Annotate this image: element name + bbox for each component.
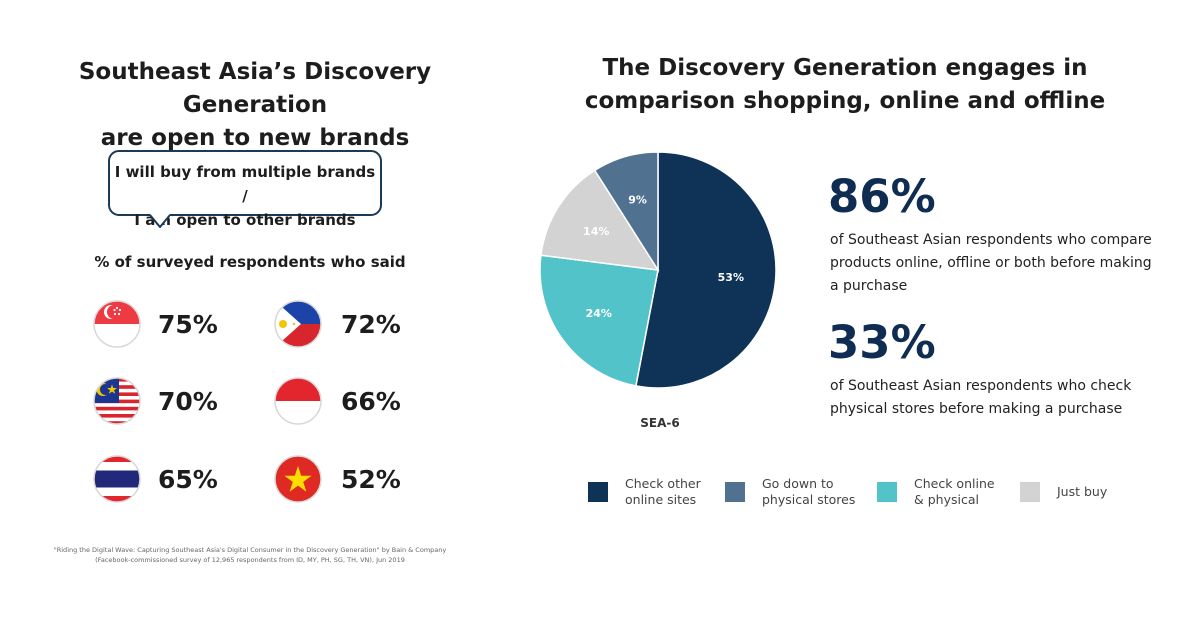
malaysia-flag-icon: [93, 377, 141, 425]
pie-chart: 53% 24% 14% 9%: [539, 151, 777, 389]
philippines-percentage: 72%: [341, 310, 401, 339]
legend-label-line1: Check other: [625, 476, 701, 491]
source-footnote: "Riding the Digital Wave: Capturing Sout…: [40, 545, 460, 565]
bubble-line1: I will buy from multiple brands /: [114, 163, 376, 205]
pie-slice-go-down-to-physical-stores: [593, 151, 659, 273]
stat-86-line2: products online, offline or both before …: [830, 255, 1152, 271]
legend-label-line1: Just buy: [1057, 484, 1108, 499]
legend-label-line2: & physical: [914, 492, 979, 507]
pie-label-9: 9%: [628, 194, 647, 207]
survey-subtitle: % of surveyed respondents who said: [94, 253, 406, 271]
philippines-flag-icon: [274, 300, 322, 348]
legend-label: Check online & physical: [914, 476, 995, 508]
legend-label-line2: online sites: [625, 492, 697, 507]
pie-label-24: 24%: [586, 307, 612, 320]
bubble-line2: I am open to other brands: [134, 211, 356, 229]
legend-swatch: [588, 482, 608, 502]
speech-bubble: I will buy from multiple brands / I am o…: [108, 150, 382, 229]
stat-86-line1: of Southeast Asian respondents who compa…: [830, 232, 1152, 248]
pie-slice-just-buy: [540, 169, 660, 271]
stat-33-line2: physical stores before making a purchase: [830, 401, 1123, 417]
stat-33-value: 33%: [828, 316, 936, 369]
chart-title: SEA-6: [640, 416, 680, 430]
legend-swatch: [877, 482, 897, 502]
legend-label-line1: Check online: [914, 476, 995, 491]
left-title: Southeast Asia’s Discovery Generation ar…: [10, 56, 500, 155]
pie-label-53: 53%: [718, 271, 744, 284]
pie-label-14: 14%: [583, 225, 609, 238]
left-title-line2: are open to new brands: [100, 125, 410, 151]
legend-swatch: [1020, 482, 1040, 502]
pie-labels: 53% 24% 14% 9%: [583, 194, 744, 320]
singapore-percentage: 75%: [158, 310, 218, 339]
legend-label-line1: Go down to: [762, 476, 834, 491]
indonesia-percentage: 66%: [341, 387, 401, 416]
vietnam-percentage: 52%: [341, 465, 401, 494]
speech-bubble-tail: [150, 214, 170, 228]
vietnam-flag-icon: [274, 455, 322, 503]
malaysia-percentage: 70%: [158, 387, 218, 416]
stat-86-description: of Southeast Asian respondents who compa…: [830, 229, 1160, 298]
pie-slices: [539, 151, 777, 389]
legend-swatch: [725, 482, 745, 502]
indonesia-flag-icon: [274, 377, 322, 425]
right-title-line1: The Discovery Generation engages in: [602, 55, 1088, 81]
legend-label: Check other online sites: [625, 476, 701, 508]
pie-slice-check-other-online-sites: [635, 151, 777, 389]
stat-86-value: 86%: [828, 170, 936, 223]
stat-33-line1: of Southeast Asian respondents who check: [830, 378, 1132, 394]
stat-86-line3: a purchase: [830, 278, 908, 294]
footnote-line1: "Riding the Digital Wave: Capturing Sout…: [53, 546, 447, 554]
thailand-percentage: 65%: [158, 465, 218, 494]
footnote-line2: (Facebook-commissioned survey of 12,965 …: [95, 556, 405, 564]
left-title-line1: Southeast Asia’s Discovery Generation: [78, 59, 432, 118]
legend-label-line2: physical stores: [762, 492, 856, 507]
right-title: The Discovery Generation engages in comp…: [565, 52, 1125, 118]
legend-label: Go down to physical stores: [762, 476, 855, 508]
stat-33-description: of Southeast Asian respondents who check…: [830, 375, 1160, 421]
singapore-flag-icon: [93, 300, 141, 348]
pie-slice-check-online-physical: [539, 254, 659, 387]
thailand-flag-icon: [93, 455, 141, 503]
legend-label: Just buy: [1057, 484, 1107, 500]
right-title-line2: comparison shopping, online and offline: [584, 88, 1106, 114]
